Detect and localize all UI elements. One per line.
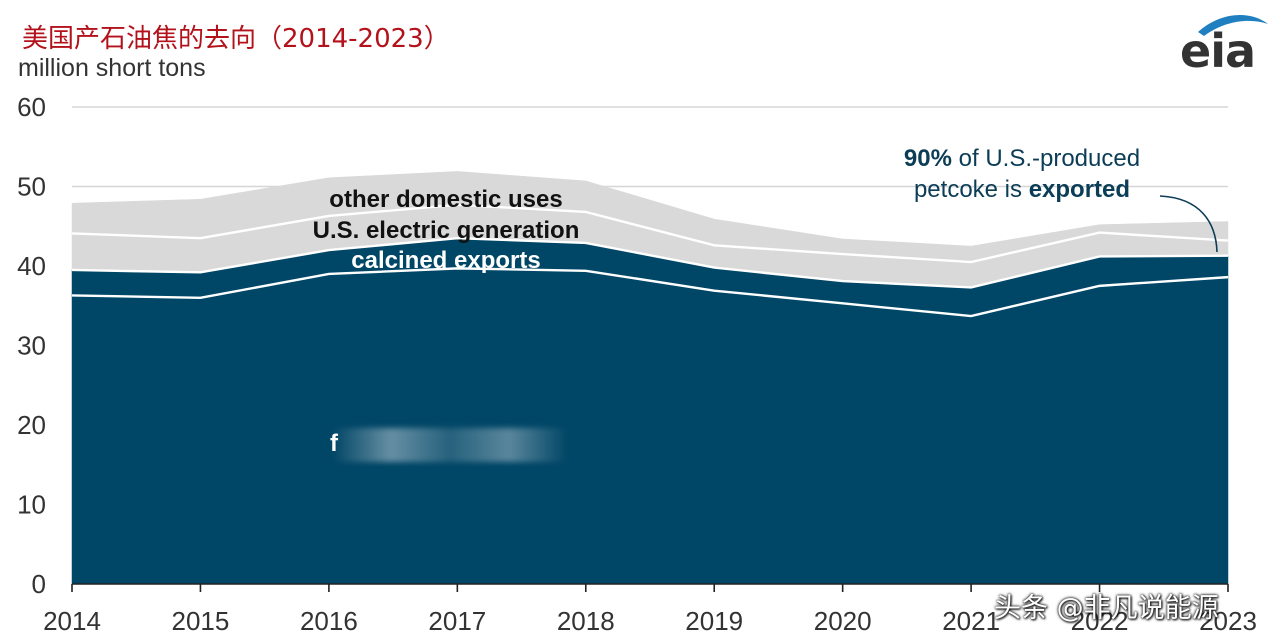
y-tick-label-30: 30 — [17, 331, 46, 361]
x-tick-label-2020: 2020 — [814, 606, 872, 636]
annotation-leader-line — [1159, 195, 1218, 253]
annotation-percent: 90% — [904, 145, 952, 172]
axes: 0 10 20 30 40 50 60 2014 2015 2016 2017 2018 2019 202… — [17, 92, 1257, 636]
area-fuel — [71, 268, 1229, 585]
x-tick-label-2018: 2018 — [557, 606, 615, 636]
y-tick-label-40: 40 — [17, 251, 46, 281]
x-tick-label-2023: 2023 — [1199, 606, 1257, 636]
x-tick-label-2015: 2015 — [172, 606, 230, 636]
x-tick-label-2021: 2021 — [942, 606, 1000, 636]
y-tick-label-50: 50 — [17, 172, 46, 202]
eia-logo: eia — [1180, 10, 1272, 78]
x-tick-label-2022: 2022 — [1071, 606, 1129, 636]
export-share-annotation: 90% of U.S.-produced petcoke is exported — [904, 145, 1218, 253]
series-labels: other domestic uses U.S. electric genera… — [313, 186, 580, 274]
annotation-line-2-start: petcoke is — [914, 176, 1029, 203]
obscured-label-blur — [332, 428, 568, 462]
chart-title: 美国产石油焦的去向（2014-2023） — [22, 24, 450, 54]
stacked-areas — [71, 171, 1229, 585]
separator-fuel — [71, 267, 1229, 318]
annotation-bold-word: exported — [1029, 176, 1130, 203]
annotation-line-1: 90% of U.S.-produced — [904, 145, 1140, 172]
eia-logo-text: eia — [1180, 24, 1256, 78]
y-tick-label-0: 0 — [32, 569, 46, 599]
separator-electric — [71, 203, 1229, 264]
y-tick-label-60: 60 — [17, 92, 46, 122]
watermark: 头条 @非凡说能源 — [994, 593, 1219, 624]
x-tick-label-2016: 2016 — [300, 606, 358, 636]
eia-logo-swoosh-icon — [1198, 14, 1268, 36]
annotation-line-1-rest: of U.S.-produced — [952, 145, 1140, 172]
y-axis-units: million short tons — [18, 54, 206, 82]
label-other-domestic-uses: other domestic uses — [329, 186, 562, 213]
separator-calcined — [71, 236, 1229, 289]
y-tick-label-10: 10 — [17, 490, 46, 520]
x-tick-label-2019: 2019 — [685, 606, 743, 636]
x-tick-label-2014: 2014 — [43, 606, 101, 636]
series-separators — [71, 203, 1229, 318]
annotation-line-2: petcoke is exported — [914, 176, 1130, 203]
obscured-fuel-label: f — [330, 430, 338, 457]
y-tick-label-20: 20 — [17, 410, 46, 440]
label-calcined-exports: calcined exports — [351, 247, 540, 274]
label-us-electric-generation: U.S. electric generation — [313, 217, 580, 244]
x-tick-label-2017: 2017 — [428, 606, 486, 636]
